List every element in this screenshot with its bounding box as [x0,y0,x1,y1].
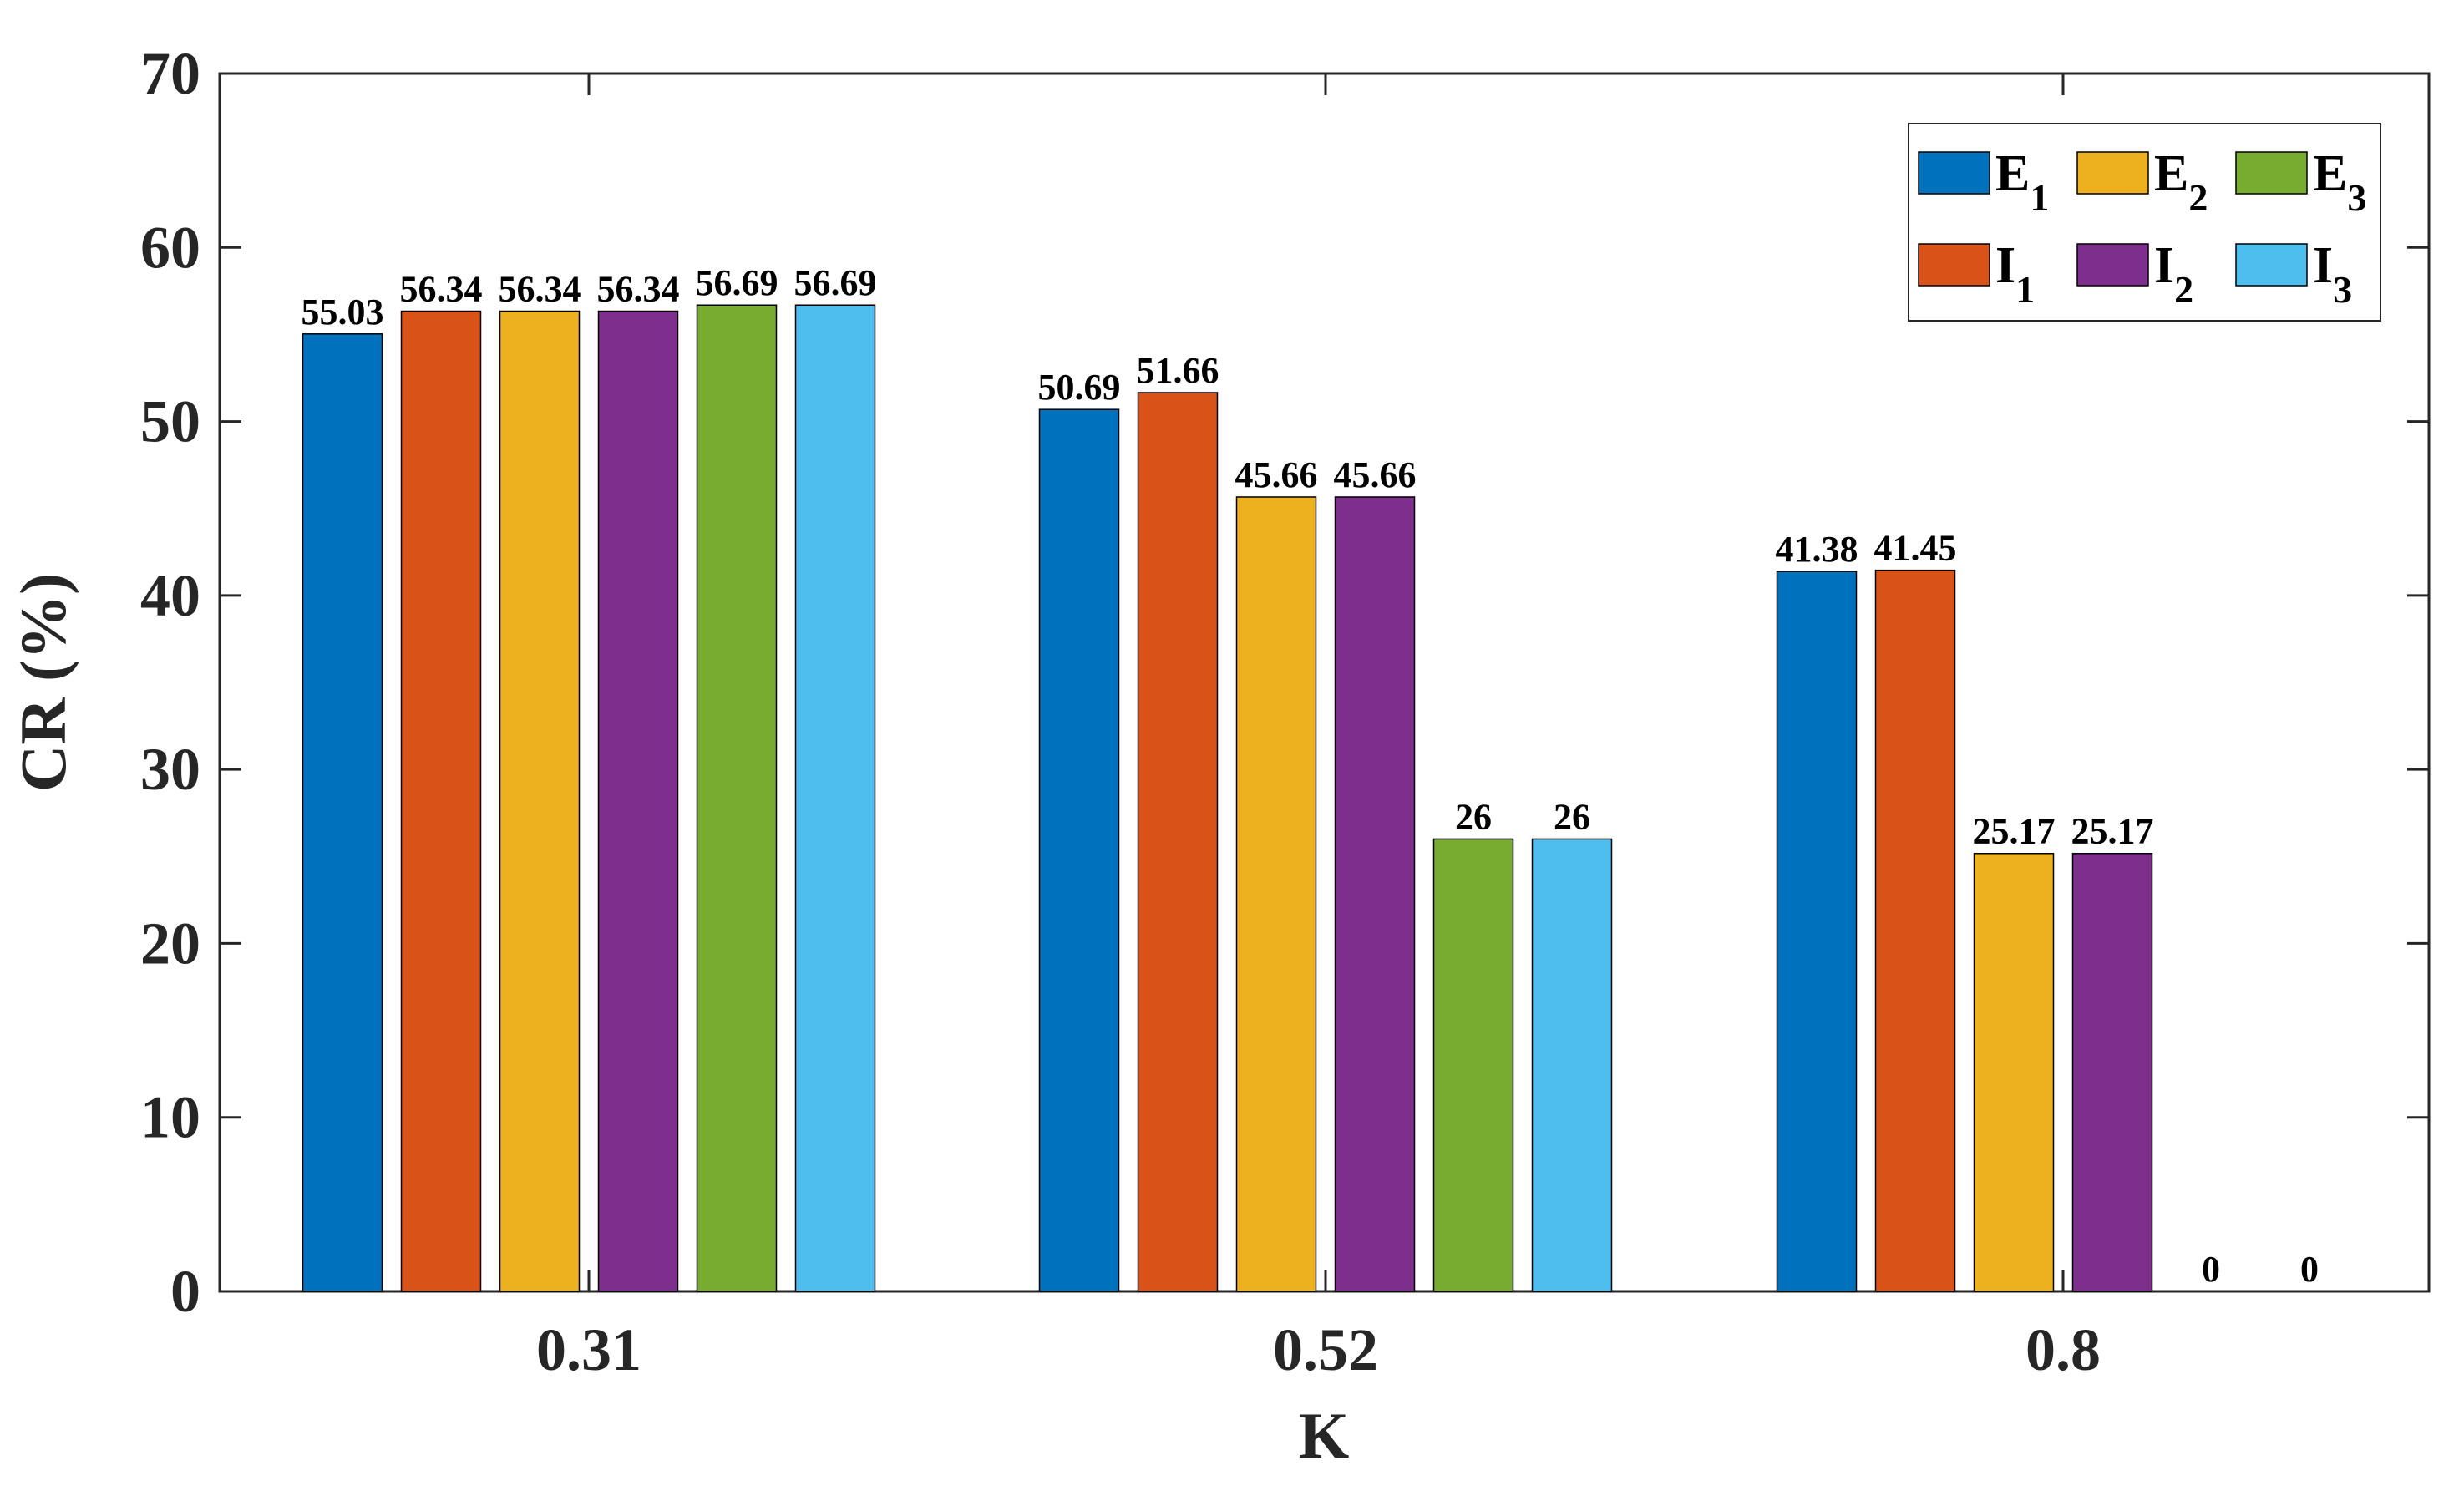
y-tick-label: 50 [140,388,200,455]
x-tick-label: 0.52 [1273,1316,1378,1383]
bar-value-label: 0 [2202,1249,2220,1290]
bar-value-label: 41.45 [1874,528,1957,569]
x-tick-label: 0.31 [536,1316,641,1383]
x-tick-labels: 0.31 0.52 0.8 [536,1316,2101,1383]
bar [1432,838,1514,1292]
legend-label: I1 [1995,237,2035,311]
bar-value-label: 0 [2300,1249,2319,1290]
bar-value-label: 56.69 [696,262,778,303]
bar-value-label: 56.34 [400,269,483,310]
bar-value-label: 50.69 [1038,367,1121,408]
legend-swatch [2076,243,2149,287]
bar [1776,571,1858,1292]
y-tick-label: 40 [140,562,200,629]
bar [1334,496,1416,1292]
x-axis-label: K [1299,1399,1350,1472]
data-labels: 55.03 56.34 56.34 56.34 56.69 56.69 50.69 51.66… [302,262,2320,1290]
y-tick-label: 20 [140,910,200,976]
bar-value-label: 56.34 [499,269,581,310]
bar-value-label: 25.17 [1973,811,2056,852]
legend-swatch [1918,243,1990,287]
y-tick-label: 0 [170,1258,200,1325]
x-tick-label: 0.8 [2025,1316,2101,1383]
bar-value-label: 55.03 [302,292,384,332]
bar [1137,392,1219,1292]
bar-value-label: 56.34 [597,269,680,310]
bar-value-label: 51.66 [1137,350,1219,391]
y-tick-label: 70 [140,40,200,107]
y-tick-label: 60 [140,214,200,281]
bar-value-label: 26 [1554,796,1590,837]
bar-value-label: 25.17 [2071,811,2154,852]
y-tick-label: 10 [140,1084,200,1151]
legend-swatch [1918,151,1990,195]
legend-swatch [2076,151,2149,195]
legend-label: I2 [2154,237,2193,311]
legend-label: E2 [2154,145,2208,219]
bar [499,310,581,1292]
bar-value-label: 56.69 [794,262,877,303]
bars [302,304,2153,1292]
legend-swatch [2235,243,2308,287]
bar-value-label: 41.38 [1776,529,1858,570]
y-tick-label: 30 [140,736,200,803]
legend-label: E3 [2313,145,2366,219]
legend-label: I3 [2313,237,2352,311]
bar [302,333,383,1292]
bar [696,304,778,1292]
bar [1235,496,1317,1292]
legend: E1 E2 E3 I1 I2 I3 [1908,123,2381,322]
bar-value-label: 45.66 [1235,454,1318,495]
y-axis-label: CR (%) [7,573,79,792]
legend-swatch [2235,151,2308,195]
bar [400,310,482,1292]
bar [1874,569,1956,1292]
bar [1038,408,1120,1292]
bar-value-label: 45.66 [1334,454,1417,495]
bar [794,304,876,1292]
axis-ticks [220,72,2429,1293]
bar-value-label: 26 [1455,796,1492,837]
bar [597,310,679,1292]
y-tick-labels: 0 10 20 30 40 50 60 70 [140,40,200,1325]
bar [1973,852,2055,1292]
bar [1531,838,1613,1292]
legend-label: E1 [1995,145,2049,219]
bar [2071,852,2153,1292]
